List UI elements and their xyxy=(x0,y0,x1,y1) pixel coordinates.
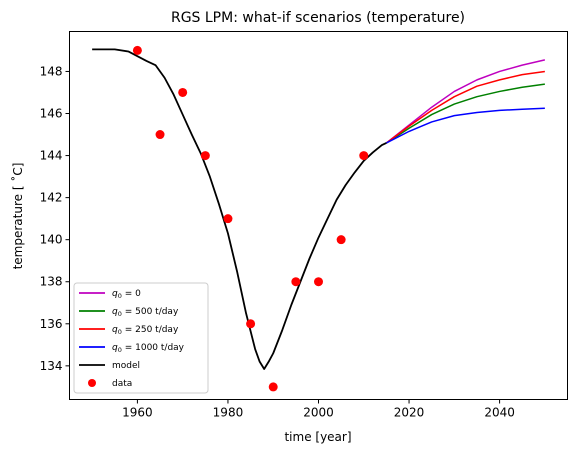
data-point xyxy=(200,151,210,161)
x-axis-ticks: 1960 1980 2000 2020 2040 xyxy=(122,399,515,420)
data-point xyxy=(178,87,188,97)
x-tick-label: 2020 xyxy=(394,406,425,420)
y-tick-label: 138 xyxy=(40,275,63,289)
x-axis-label: time [year] xyxy=(284,430,351,444)
data-point xyxy=(268,382,278,392)
chart-title: RGS LPM: what-if scenarios (temperature) xyxy=(171,10,465,26)
data-point xyxy=(336,235,346,245)
axes-frame xyxy=(69,31,568,400)
data-point xyxy=(291,277,301,287)
x-tick-label: 1960 xyxy=(122,406,153,420)
y-tick-label: 148 xyxy=(40,64,63,78)
x-tick-label: 1980 xyxy=(213,406,244,420)
data-point xyxy=(359,151,369,161)
y-tick-label: 134 xyxy=(40,359,63,373)
y-tick-label: 136 xyxy=(40,317,63,331)
y-tick-label: 140 xyxy=(40,233,63,247)
legend-swatch xyxy=(88,379,96,387)
y-axis-label: temperature [ ˚C] xyxy=(10,163,25,270)
y-tick-label: 142 xyxy=(40,191,63,205)
legend-label: model xyxy=(112,361,140,371)
model-line xyxy=(92,48,387,370)
x-tick-label: 2000 xyxy=(303,406,334,420)
legend-label: q0 = 500 t/day xyxy=(112,307,179,318)
series-line-1 xyxy=(386,83,545,144)
series-line-2 xyxy=(385,70,545,144)
data-point xyxy=(155,130,165,140)
legend-box xyxy=(73,282,209,394)
legend-label: data xyxy=(112,379,132,389)
series-line-0 xyxy=(385,59,546,144)
legend-label: q0 = 0 xyxy=(112,289,141,300)
legend-label: q0 = 250 t/day xyxy=(112,325,179,336)
legend: q0 = 0 q0 = 500 t/day q0 = 250 t/day q0 = 1… xyxy=(73,282,209,394)
plot-area xyxy=(92,45,546,392)
data-point xyxy=(132,45,142,55)
series-line-3 xyxy=(386,107,545,144)
x-tick-label: 2040 xyxy=(484,406,515,420)
legend-label: q0 = 1000 t/day xyxy=(112,343,185,354)
y-tick-label: 146 xyxy=(40,107,63,121)
data-point xyxy=(246,319,256,329)
data-point xyxy=(223,214,233,224)
y-axis-ticks: 134 136 138 140 142 144 146 148 xyxy=(40,64,70,373)
data-point xyxy=(314,277,323,287)
y-tick-label: 144 xyxy=(40,149,63,163)
